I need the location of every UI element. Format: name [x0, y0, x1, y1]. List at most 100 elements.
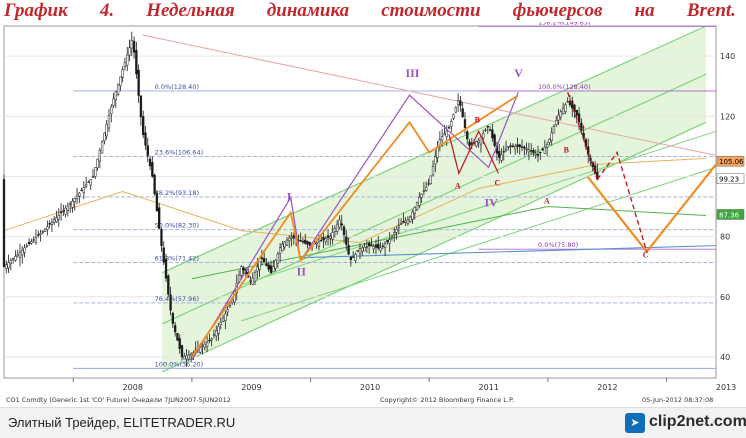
candle-body — [64, 207, 67, 215]
candle-body — [342, 226, 346, 235]
candle-body — [516, 144, 519, 147]
candle-body — [153, 174, 156, 195]
candle-body — [459, 100, 462, 106]
candle-body — [406, 219, 410, 224]
candle-body — [363, 246, 366, 252]
candle-body — [349, 256, 353, 260]
candle-body — [34, 237, 38, 244]
candle-body — [43, 228, 47, 232]
candle-body — [397, 225, 400, 228]
candle-body — [539, 151, 542, 154]
candle-body — [415, 202, 419, 210]
candle-body — [96, 158, 99, 169]
descending-trendline — [142, 34, 717, 156]
x-tick-label: 2011 — [479, 383, 499, 392]
title-word: 4. — [99, 0, 115, 21]
candle-body — [201, 345, 204, 347]
brent-weekly-chart: 4060801001201402008200920102011201220130… — [0, 22, 746, 407]
candle-body — [331, 232, 334, 240]
title-word: Недельная — [146, 0, 235, 21]
candle-body — [176, 332, 179, 341]
candle-body — [94, 167, 97, 177]
candle-body — [185, 355, 188, 360]
candle-body — [256, 266, 259, 272]
x-tick-label: 2010 — [360, 383, 380, 392]
candle-body — [98, 150, 101, 162]
fib-label: 38.2%(93.18) — [155, 189, 199, 197]
wave-label-red: C — [494, 178, 500, 187]
candle-body — [203, 343, 206, 348]
candle-body — [226, 309, 229, 313]
candle-body — [123, 62, 127, 67]
fib-label: 76.4%(57.96) — [155, 295, 199, 303]
candle-body — [422, 190, 426, 192]
candlestick-series — [2, 31, 599, 367]
wave-label-purple: III — [405, 66, 419, 80]
candle-body — [155, 193, 159, 212]
candle-body — [532, 150, 535, 153]
candle-body — [110, 106, 113, 115]
candle-body — [217, 326, 220, 334]
clip2net-brand[interactable]: ➤ clip2net.com — [625, 412, 746, 434]
candle-body — [326, 235, 330, 238]
wave-label-red: A — [544, 197, 550, 206]
candle-body — [545, 144, 549, 148]
candle-body — [374, 244, 378, 248]
candle-body — [112, 98, 115, 106]
candle-body — [315, 242, 318, 245]
candle-body — [454, 107, 457, 113]
candle-body — [536, 153, 540, 156]
candle-body — [80, 189, 83, 192]
candle-body — [57, 214, 60, 220]
credit-text: Элитный Трейдер, ELITETRADER.RU — [8, 415, 236, 430]
candle-body — [7, 262, 10, 269]
candle-body — [41, 231, 44, 233]
candle-body — [272, 266, 275, 272]
candle-body — [87, 181, 90, 184]
candle-body — [269, 265, 273, 273]
candle-body — [543, 146, 546, 154]
candle-body — [484, 129, 487, 131]
candle-body — [514, 146, 517, 150]
candle-body — [135, 49, 138, 75]
y-tick-label: 140 — [720, 52, 735, 61]
price-tag — [716, 209, 745, 220]
price-tag — [716, 155, 745, 167]
clip2net-logo-icon: ➤ — [625, 413, 645, 433]
candle-body — [475, 141, 478, 147]
wave-label-red: C — [643, 251, 649, 260]
candle-body — [443, 133, 446, 136]
price-tag-label: 99.23 — [719, 176, 739, 184]
candle-body — [258, 261, 261, 270]
candle-body — [425, 186, 428, 191]
chart-title: График 4. Недельная динамика стоимости ф… — [4, 0, 742, 22]
wave-label-red: B — [475, 115, 481, 124]
candle-body — [461, 108, 464, 117]
candle-body — [409, 216, 412, 222]
candle-body — [441, 136, 444, 141]
candle-body — [174, 325, 177, 333]
candle-body — [14, 256, 17, 261]
candle-body — [429, 175, 432, 184]
red-projection-line — [596, 150, 648, 252]
candle-body — [169, 294, 172, 311]
candle-body — [372, 246, 375, 250]
candle-body — [89, 178, 92, 186]
candle-body — [557, 114, 560, 121]
candle-body — [493, 134, 496, 146]
chart-copyright-text: Copyright© 2012 Bloomberg Finance L.P. — [380, 396, 514, 404]
candle-body — [276, 253, 279, 264]
wave-label-purple: II — [297, 265, 307, 279]
candle-body — [189, 353, 193, 357]
candle-body — [55, 217, 58, 223]
candle-body — [91, 176, 95, 178]
candle-body — [308, 242, 311, 246]
candle-body — [151, 162, 154, 177]
chart-header-text: CO1 Comdty (Generic 1st 'CO' Future) Oне… — [6, 396, 231, 404]
candle-body — [402, 221, 405, 223]
candle-body — [187, 354, 190, 360]
candle-body — [11, 258, 15, 260]
candle-body — [388, 239, 391, 244]
candle-body — [18, 251, 22, 258]
candle-body — [304, 239, 307, 244]
